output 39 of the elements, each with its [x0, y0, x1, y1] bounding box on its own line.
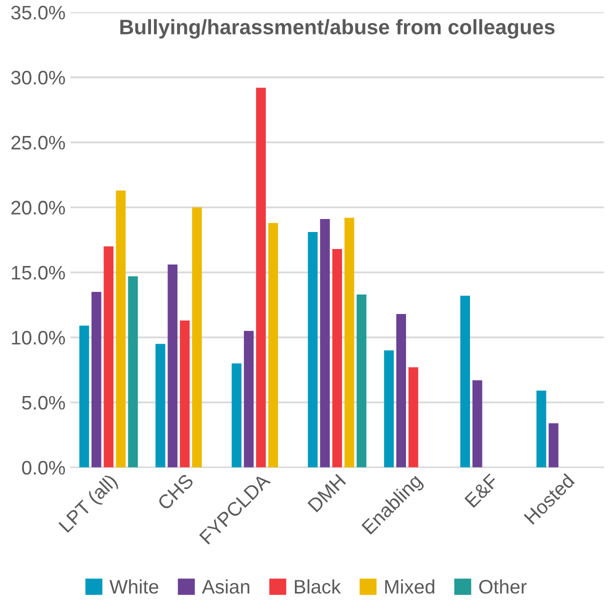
bar [384, 350, 394, 468]
bar [396, 314, 406, 468]
bar [536, 390, 546, 468]
y-tick-label: 25.0% [11, 136, 65, 150]
y-tick-label: 30.0% [11, 70, 65, 85]
chart-title: Bullying/harassment/abuse from colleagues [120, 19, 555, 39]
bar [460, 296, 470, 468]
legend-label: Black [294, 579, 341, 594]
bar [472, 380, 482, 468]
y-tick-label: 35.0% [11, 6, 65, 20]
bar [308, 232, 318, 468]
bar [244, 330, 254, 468]
bar [320, 219, 330, 468]
bar [548, 423, 558, 468]
bar [116, 190, 126, 468]
y-tick-label: 20.0% [11, 200, 65, 215]
bar [128, 276, 138, 468]
bar [180, 320, 190, 468]
y-tick-label: 15.0% [12, 266, 65, 280]
y-tick-label: 0.0% [22, 460, 65, 475]
bar [168, 264, 178, 468]
bar [232, 363, 242, 468]
legend-label: Asian [202, 579, 250, 594]
y-tick-label: 10.0% [12, 330, 65, 345]
bar [104, 246, 114, 468]
legend-label: Other [479, 579, 527, 594]
bar [408, 367, 418, 468]
legend-label: Mixed [385, 579, 434, 594]
bar [256, 88, 266, 468]
bar [156, 344, 166, 468]
legend-label: White [110, 579, 158, 594]
bar [92, 292, 102, 468]
bar [332, 248, 342, 468]
bar [192, 207, 202, 468]
bar [268, 222, 278, 468]
bar [79, 326, 90, 468]
y-tick-label: 5.0% [22, 396, 65, 410]
bar [344, 218, 354, 468]
bar [356, 294, 366, 468]
